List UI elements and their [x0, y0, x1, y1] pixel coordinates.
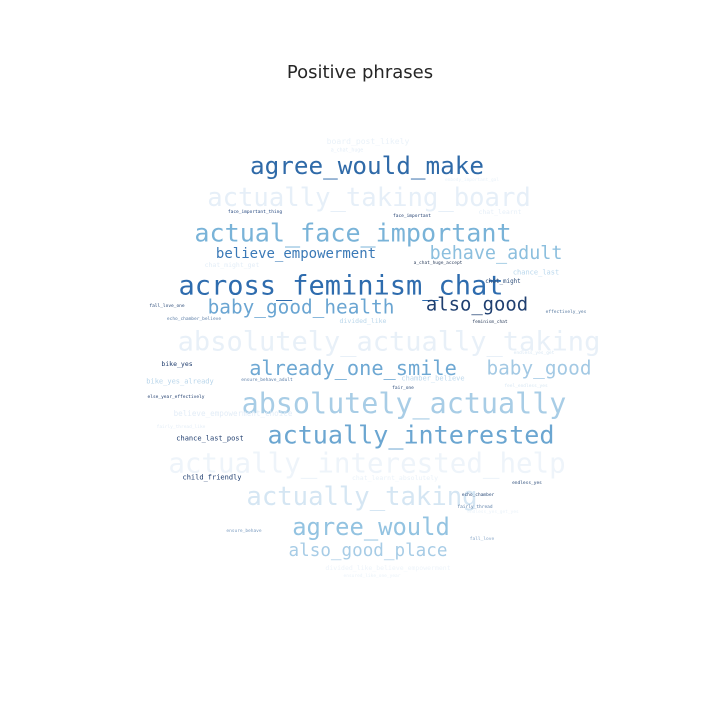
word-fall-love: fall_love: [469, 536, 495, 542]
word-absolutely-actually: absolutely_actually: [241, 386, 567, 420]
word-chat-learnt: chat_learnt: [478, 207, 522, 216]
word-bike-yes-already: bike_yes_already: [146, 377, 214, 386]
word-chance-last: chance_last: [512, 268, 560, 277]
word-fairly-thread-like: fairly_thread_like: [156, 424, 206, 430]
word-baby-good: baby_good: [486, 356, 592, 380]
word-believe-empowerment-choice: believe_empowerment_choice: [173, 409, 293, 419]
word-absolutely-actually-taking: absolutely_actually_taking: [177, 326, 601, 358]
word-a-chat-huge: a_chat_huge: [330, 147, 364, 154]
word-also-good-place: also_good_place: [288, 541, 448, 562]
word-face-important: face_important: [393, 213, 431, 219]
word-chamber-believe: chamber_believe: [401, 374, 465, 383]
word-chat-might-get: chat_might_get: [204, 260, 260, 269]
word-behave-adult: behave_adult: [429, 242, 563, 264]
word-feel-endless-yes: feel_endless_yes: [504, 383, 548, 389]
word-board-post-likely: board_post_likely: [326, 135, 410, 146]
word-actual-face-important: actual_face_important: [194, 218, 512, 248]
word-also-good: also_good: [425, 293, 529, 316]
word-fairly-thread: fairly_thread: [457, 504, 493, 510]
word-embody-important-gal: embody_important_gal: [444, 177, 500, 183]
word-endless-yes: endless_yes: [512, 480, 542, 486]
word-actually-interested-help: actually_interested_help: [168, 447, 566, 480]
word-believe-empowerment: believe_empowerment: [215, 246, 377, 262]
word-agree-would: agree_would: [292, 513, 450, 542]
word-effectively-yes: effectively_yes: [545, 309, 587, 315]
chart-title: Positive phrases: [286, 62, 434, 83]
word-actually-taking-board: actually_taking_board: [207, 183, 531, 214]
word-else-year-effectively: else_year_effectively: [147, 394, 205, 400]
word-feminism-chat: feminism_chat: [472, 319, 508, 325]
word-child-friendly: child_friendly: [182, 473, 242, 482]
word-endless-yes-get: endless_yes_get: [513, 350, 555, 356]
word-bike-yes: bike_yes: [161, 359, 193, 368]
word-divided-like-believe-empowerment: divided_like_believe_empowerment: [325, 563, 451, 572]
word-divided-like: divided_like: [339, 316, 387, 325]
word-actually-interested: actually_interested: [267, 420, 555, 450]
word-agree-would-make: agree_would_make: [249, 150, 485, 180]
word-a-chat-huge-accept: a_chat_huge_accept: [413, 260, 463, 266]
word-chat-might: chat_might: [485, 279, 521, 286]
word-ensure-behave: ensure_behave: [226, 528, 262, 534]
word-already-one-smile: already_one_smile: [249, 355, 457, 380]
word-baby-good-health: baby_good_health: [207, 295, 395, 319]
word-chat-learnt-absolutely: chat_learnt_absolutely: [351, 473, 439, 482]
word-fair-one: fair_one: [392, 385, 414, 391]
word-echo-chamber: echo_chamber: [461, 492, 495, 498]
word-face-important-thing: face_important_thing: [227, 209, 283, 215]
word-actually-taking: actually_taking: [246, 482, 478, 513]
word-chance-last-post: chance_last_post: [176, 434, 244, 443]
word-across-feminism-chat: across_feminism_chat: [178, 270, 504, 302]
word-endless-yes-get-yes: endless_yes_get_yes: [467, 509, 519, 515]
word-fall-love-one: fall_love_one: [149, 303, 185, 309]
word-ensure-behave-adult: ensure_behave_adult: [241, 377, 293, 383]
word-echo-chamber-believe: echo_chamber_believe: [166, 316, 222, 322]
word-ensured-like-one-year: ensured_like_one_year: [343, 573, 401, 579]
